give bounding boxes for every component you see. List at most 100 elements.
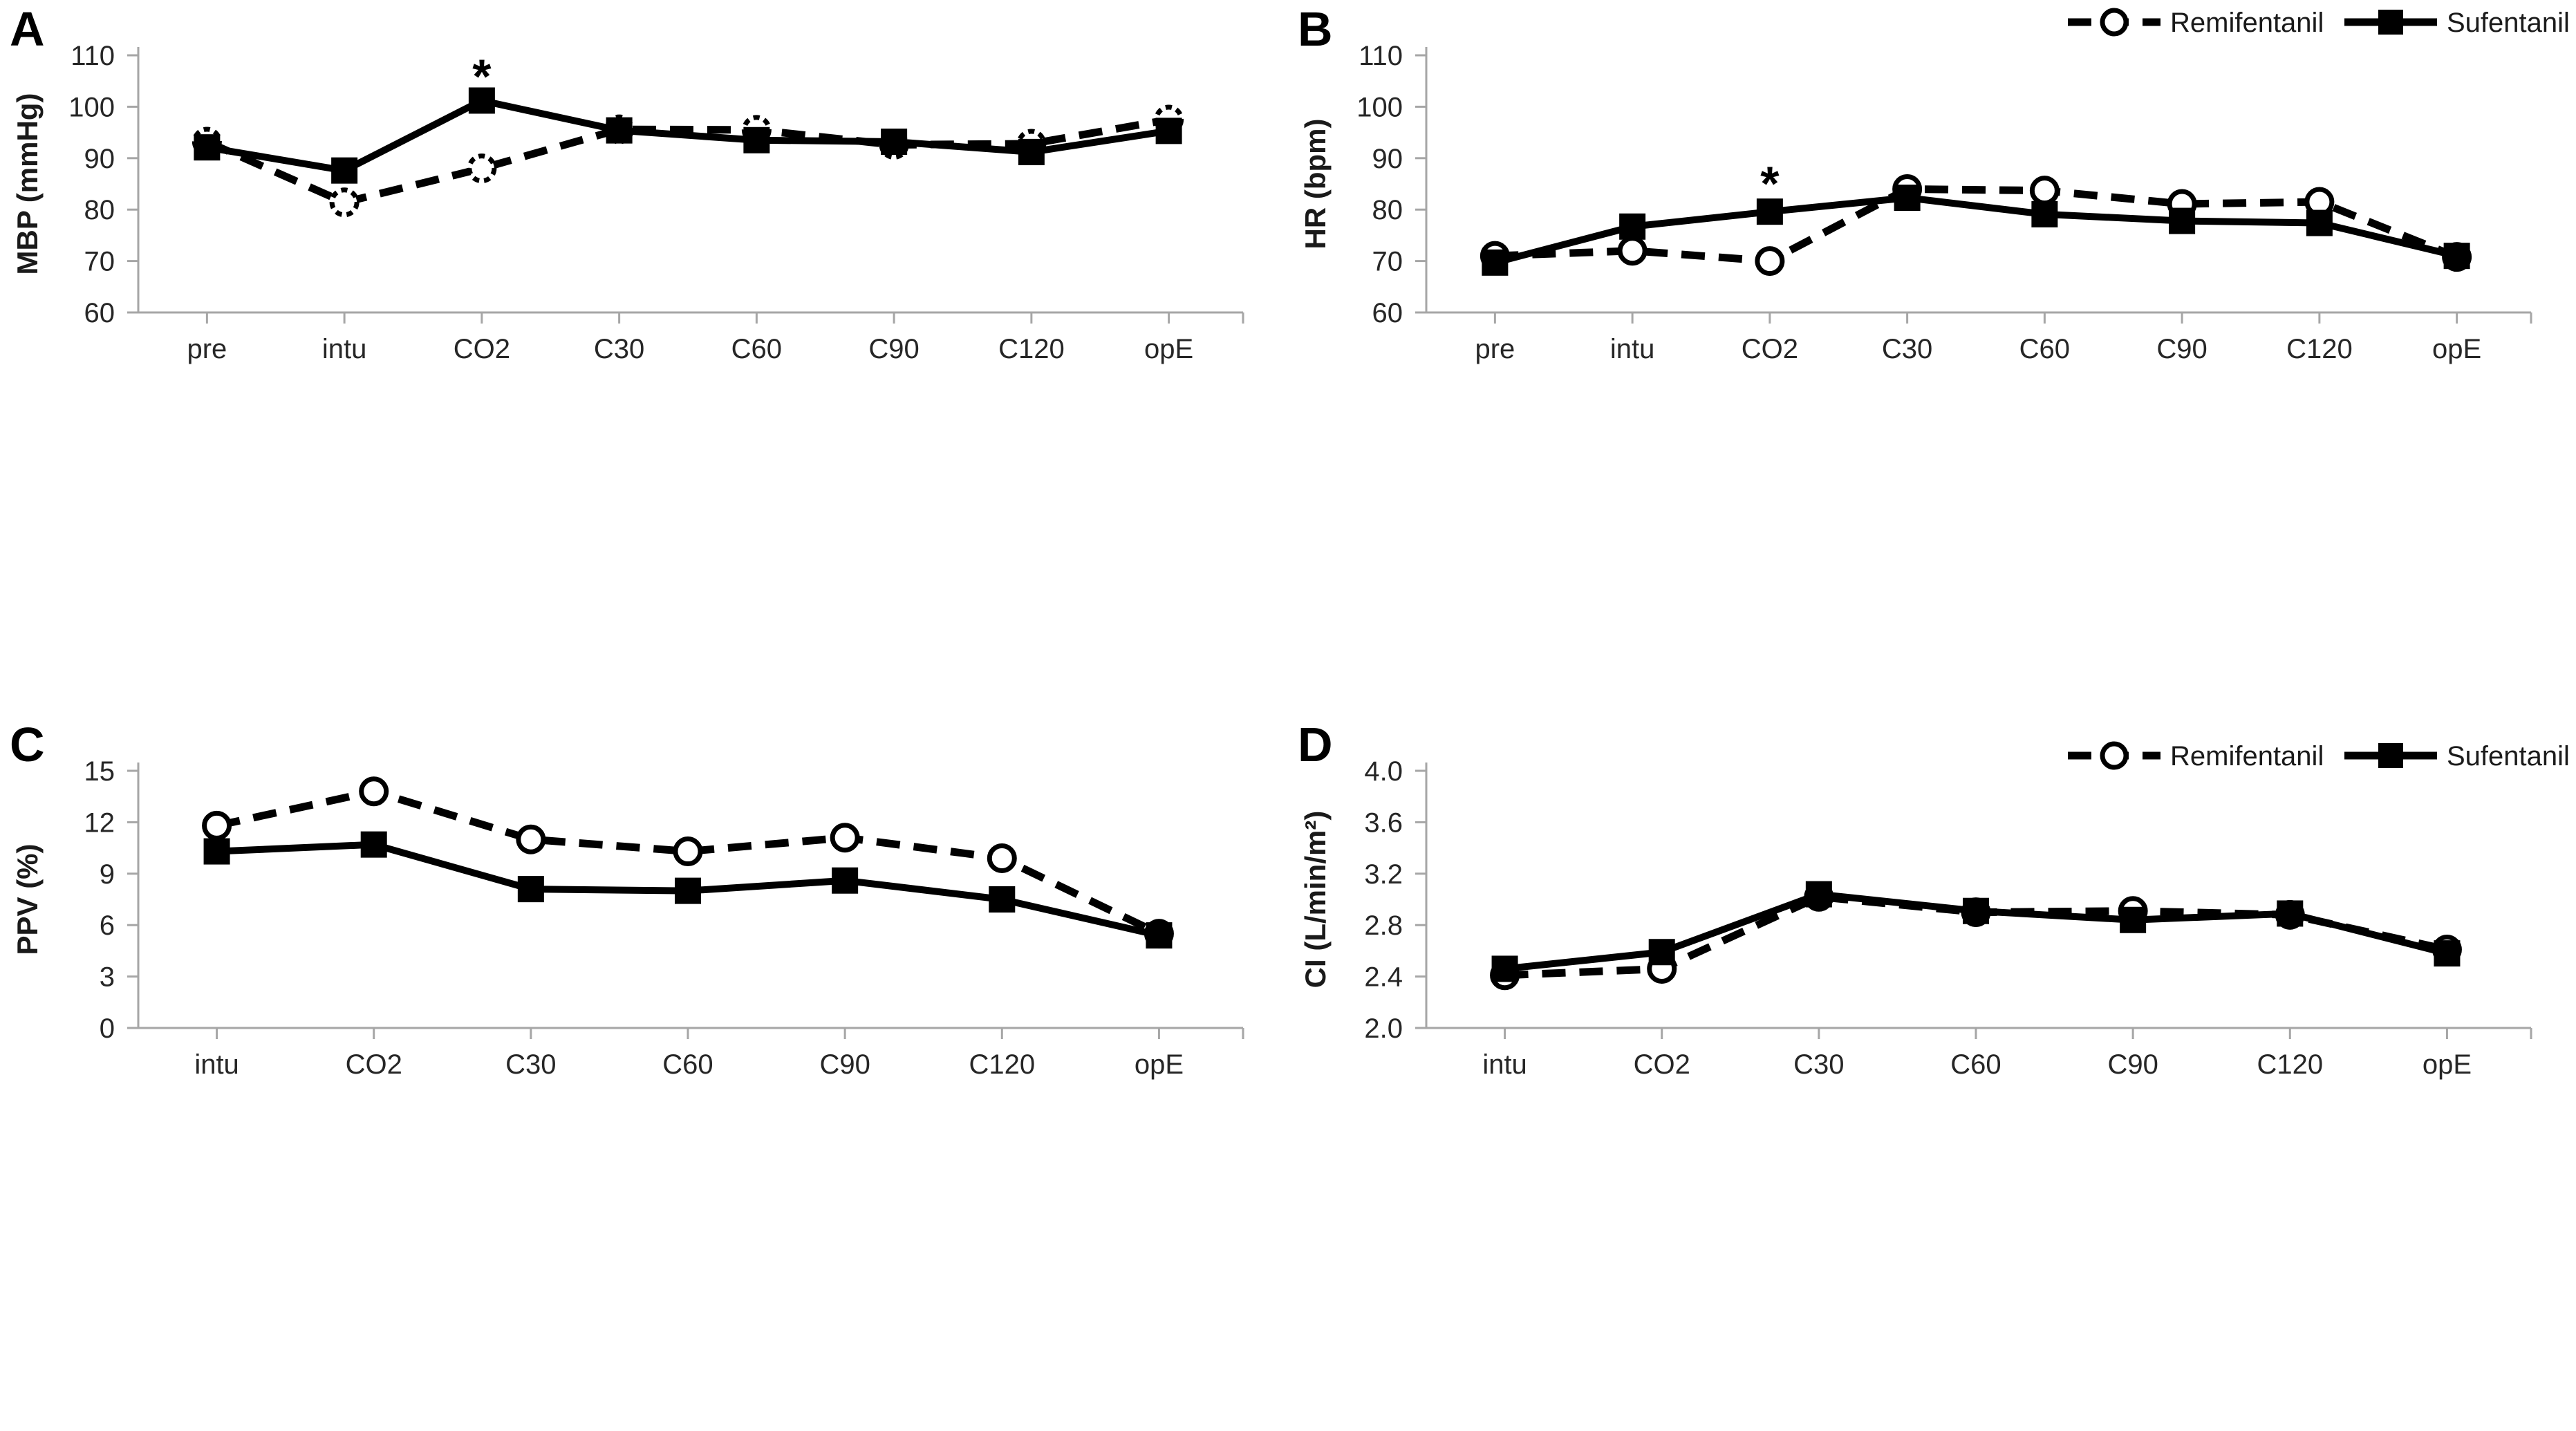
data-point-filled-square xyxy=(675,877,701,904)
x-tick-label: C90 xyxy=(2107,1049,2158,1080)
y-tick-labels: 60 70 80 90 100 110 xyxy=(1356,41,1403,328)
y-tick-label: 80 xyxy=(84,195,115,225)
data-point-open-circle xyxy=(467,153,497,184)
data-point-filled-square xyxy=(606,117,633,144)
legend-label-remifentanil: Remifentanil xyxy=(2170,8,2324,38)
data-point-filled-square xyxy=(2306,209,2333,236)
hr-line-chart: 60 70 80 90 100 110 pre intu CO2 C30 C60 C90 C120 opE… xyxy=(1299,8,2570,364)
data-point-filled-square xyxy=(2434,940,2461,967)
data-point-open-circle xyxy=(516,824,546,854)
y-tick-label: 60 xyxy=(1372,298,1403,328)
x-tick-label: opE xyxy=(2423,1049,2472,1080)
x-tick-label: C90 xyxy=(819,1049,870,1080)
panel-c-ppv: C 0 3 6 9 12 15 intu CO2 C30 C60 C90 C120 opE PPV (%) xyxy=(0,716,1288,1431)
series-markers-sufentanil xyxy=(203,831,1173,949)
series-line-sufentanil xyxy=(1494,194,2458,266)
x-tick-label: opE xyxy=(2432,334,2481,364)
y-tick-label: 110 xyxy=(1359,41,1403,71)
data-point-filled-square xyxy=(1756,198,1783,225)
y-tick-label: 100 xyxy=(68,92,115,122)
x-tick-labels: intu CO2 C30 C60 C90 C120 opE xyxy=(194,1049,1184,1080)
legend-open-circle-icon xyxy=(2100,8,2129,37)
y-tick-label: 70 xyxy=(84,247,115,277)
y-tick-label: 110 xyxy=(71,41,115,71)
y-tick-label: 100 xyxy=(1356,92,1403,122)
y-tick-label: 15 xyxy=(84,756,115,787)
x-tick-label: opE xyxy=(1135,1049,1184,1080)
panel-b-label: B xyxy=(1298,2,1334,56)
panel-a-mbp: A 60 70 80 90 100 110 pre intu CO2 C30 C60 C90 C120 o… xyxy=(0,0,1288,716)
y-tick-label: 70 xyxy=(1372,247,1403,277)
axes xyxy=(127,47,1244,324)
y-tick-label: 3 xyxy=(100,962,115,993)
y-axis-title: MBP (mmHg) xyxy=(11,93,44,275)
x-tick-label: C90 xyxy=(868,334,919,364)
x-tick-label: intu xyxy=(1610,334,1655,364)
series-markers-sufentanil xyxy=(194,87,1182,184)
axes xyxy=(127,763,1244,1039)
x-tick-label: intu xyxy=(1482,1049,1527,1080)
significance-asterisk: * xyxy=(1760,156,1780,210)
x-tick-label: C30 xyxy=(1793,1049,1844,1080)
x-tick-label: C60 xyxy=(1950,1049,2001,1080)
data-point-filled-square xyxy=(1018,138,1045,165)
series-markers-remifentanil xyxy=(202,776,1174,949)
x-tick-label: C60 xyxy=(731,334,782,364)
panel-b-hr: B 60 70 80 90 100 110 pre intu CO2 C30 C60 C90 C120 o… xyxy=(1288,0,2576,716)
data-point-filled-square xyxy=(468,87,495,114)
legend-open-circle-icon xyxy=(2100,741,2129,770)
data-point-filled-square xyxy=(1805,881,1832,908)
y-tick-labels: 60 70 80 90 100 110 xyxy=(68,41,115,328)
data-point-filled-square xyxy=(1491,955,1518,982)
x-tick-label: C90 xyxy=(2156,334,2207,364)
x-tick-label: C120 xyxy=(2286,334,2353,364)
series-line-remifentanil xyxy=(205,115,1170,207)
y-tick-label: 6 xyxy=(100,910,115,941)
y-tick-label: 4.0 xyxy=(1364,756,1403,787)
data-point-filled-square xyxy=(203,838,230,865)
y-tick-label: 0 xyxy=(100,1013,115,1044)
ci-line-chart: 2.0 2.4 2.8 3.2 3.6 4.0 intu CO2 C30 C60 C90 C120 op… xyxy=(1299,741,2570,1080)
data-point-filled-square xyxy=(1619,213,1646,240)
data-point-filled-square xyxy=(2277,900,2304,927)
y-tick-label: 2.4 xyxy=(1364,962,1403,993)
x-tick-label: C30 xyxy=(594,334,644,364)
x-tick-label: C30 xyxy=(505,1049,556,1080)
y-tick-labels: 2.0 2.4 2.8 3.2 3.6 4.0 xyxy=(1364,756,1403,1044)
x-tick-label: CO2 xyxy=(454,334,510,364)
data-point-filled-square xyxy=(2120,906,2147,933)
series-markers-sufentanil xyxy=(1482,185,2470,276)
data-point-open-circle xyxy=(1617,236,1648,266)
data-point-filled-square xyxy=(1963,897,1989,924)
legend-label-sufentanil: Sufentanil xyxy=(2447,8,2570,38)
x-tick-label: CO2 xyxy=(1634,1049,1690,1080)
y-tick-label: 12 xyxy=(84,807,115,838)
y-tick-label: 60 xyxy=(84,298,115,328)
axes xyxy=(1415,47,2532,324)
x-tick-label: C60 xyxy=(2019,334,2070,364)
x-tick-label: C120 xyxy=(969,1049,1035,1080)
axes xyxy=(1415,763,2532,1039)
data-point-open-circle xyxy=(2029,176,2060,206)
panel-d-label: D xyxy=(1298,718,1334,771)
y-axis-title: CI (L/min/m²) xyxy=(1299,811,1332,989)
x-tick-label: C120 xyxy=(998,334,1065,364)
data-point-open-circle xyxy=(1755,246,1785,277)
data-point-filled-square xyxy=(743,127,770,153)
y-tick-label: 80 xyxy=(1372,195,1403,225)
data-point-open-circle xyxy=(987,843,1017,873)
panel-a-label: A xyxy=(10,2,46,56)
x-tick-label: intu xyxy=(194,1049,239,1080)
legend-filled-square-icon xyxy=(2378,743,2403,768)
x-tick-labels: intu CO2 C30 C60 C90 C120 opE xyxy=(1482,1049,2472,1080)
legend-filled-square-icon xyxy=(2378,10,2403,35)
data-point-filled-square xyxy=(1146,922,1173,949)
data-point-open-circle xyxy=(830,823,860,853)
data-point-filled-square xyxy=(989,886,1016,913)
series-line-sufentanil xyxy=(206,97,1170,174)
y-tick-label: 90 xyxy=(1372,144,1403,174)
x-tick-label: C120 xyxy=(2257,1049,2323,1080)
data-point-filled-square xyxy=(1894,185,1921,212)
legend-label-remifentanil: Remifentanil xyxy=(2170,741,2324,771)
significance-asterisk: * xyxy=(472,50,492,104)
